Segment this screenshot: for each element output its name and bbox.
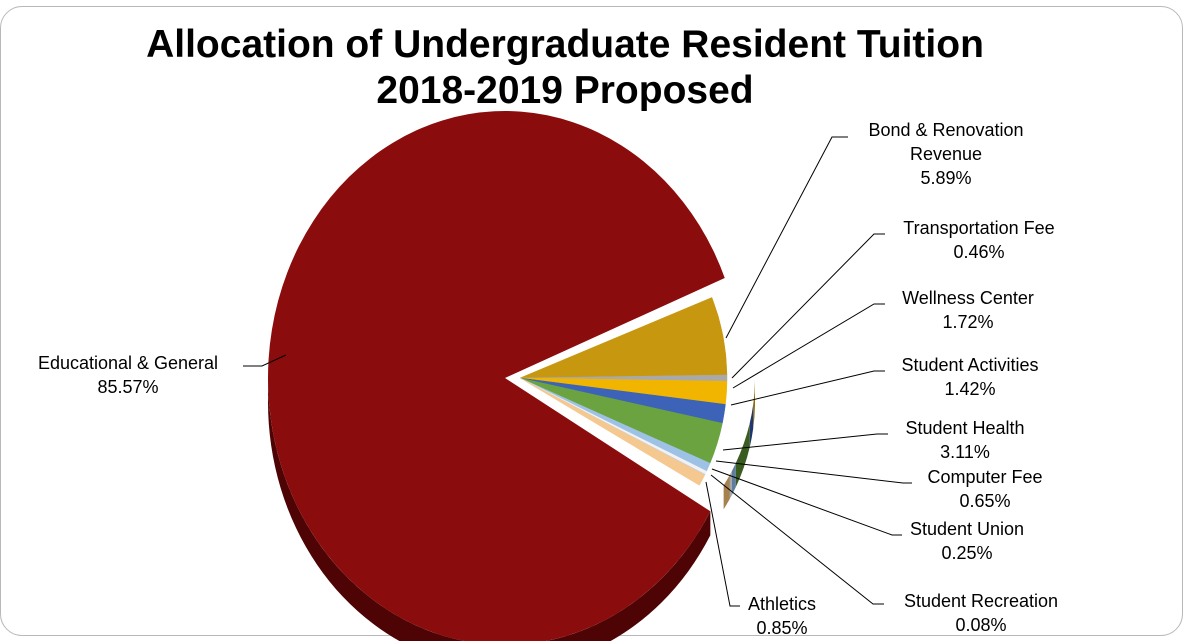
slice-label-student-recreation: Student Recreation 0.08% bbox=[904, 591, 1058, 635]
slice-value-label: 5.89% bbox=[920, 168, 971, 188]
slice-depth-wellness-center bbox=[753, 381, 755, 429]
leader-line-student-union bbox=[711, 468, 902, 536]
slice-label-wellness-center: Wellness Center 1.72% bbox=[902, 288, 1034, 332]
slice-depth-computer-fee bbox=[731, 463, 736, 496]
slice-label-transportation-fee: Transportation Fee 0.46% bbox=[903, 218, 1054, 262]
slice-name-label: Student Activities bbox=[901, 355, 1038, 375]
slice-label-athletics: Athletics 0.85% bbox=[748, 594, 816, 638]
slice-value-label: 0.85% bbox=[756, 618, 807, 638]
pie-depth bbox=[268, 378, 755, 641]
leader-line-transportation-fee bbox=[731, 233, 885, 379]
leader-line-educational-and-general bbox=[243, 354, 287, 367]
slice-name-label: Bond & Renovation bbox=[868, 120, 1023, 140]
leader-line-athletics bbox=[705, 481, 740, 607]
leader-line-bond-and-renovation-revenue bbox=[725, 136, 848, 339]
slice-name-label: Athletics bbox=[748, 594, 816, 614]
leader-line-student-recreation bbox=[710, 474, 884, 605]
slice-name-label: Wellness Center bbox=[902, 288, 1034, 308]
slice-value-label: 0.08% bbox=[955, 615, 1006, 635]
slice-name-label: Student Health bbox=[905, 418, 1024, 438]
chart-title-line-2: 2018-2019 Proposed bbox=[376, 69, 754, 112]
slice-label-student-health: Student Health 3.11% bbox=[905, 418, 1024, 462]
slice-label-computer-fee: Computer Fee 0.65% bbox=[927, 467, 1042, 511]
slice-label-bond-and-renovation-revenue: Bond & Renovation Revenue 5.89% bbox=[868, 120, 1023, 188]
slice-name-label: Student Union bbox=[910, 519, 1024, 539]
leader-line-computer-fee bbox=[715, 460, 912, 484]
slice-athletics bbox=[519, 377, 705, 486]
slice-depth-athletics bbox=[723, 475, 730, 510]
slice-depth-student-recreation bbox=[729, 474, 731, 500]
leader-line-student-health bbox=[722, 433, 888, 451]
slice-label-student-union: Student Union 0.25% bbox=[910, 519, 1024, 563]
slice-name-label: Transportation Fee bbox=[903, 218, 1054, 238]
slice-value-label: 3.11% bbox=[940, 442, 990, 462]
slice-value-label: 0.46% bbox=[953, 242, 1004, 262]
slice-name-label: Educational & General bbox=[38, 353, 218, 373]
slice-label-educational-and-general: Educational & General 85.57% bbox=[38, 353, 218, 397]
slice-depth-student-health bbox=[735, 423, 750, 488]
slice-educational-and-general bbox=[268, 111, 725, 641]
slice-labels: Educational & General 85.57% Bond & Renova… bbox=[38, 120, 1058, 638]
leader-line-student-activities bbox=[730, 370, 885, 406]
leader-line-wellness-center bbox=[732, 303, 885, 389]
slice-label-student-activities: Student Activities 1.42% bbox=[901, 355, 1038, 399]
slice-value-label: 1.42% bbox=[944, 379, 995, 399]
slice-name-label: Student Recreation bbox=[904, 591, 1058, 611]
slice-value-label: 85.57% bbox=[97, 377, 158, 397]
pie-slices bbox=[268, 111, 728, 641]
slice-name-label: Computer Fee bbox=[927, 467, 1042, 487]
slice-value-label: 1.72% bbox=[942, 312, 993, 332]
leader-lines bbox=[243, 136, 912, 607]
slice-value-label: 0.65% bbox=[959, 491, 1010, 511]
chart-title-line-1: Allocation of Undergraduate Resident Tui… bbox=[146, 23, 984, 66]
slice-value-label: 0.25% bbox=[941, 543, 992, 563]
slice-name-label: Revenue bbox=[910, 144, 982, 164]
slice-depth-student-activities bbox=[749, 404, 754, 448]
chart-title: Allocation of Undergraduate Resident Tui… bbox=[0, 22, 1130, 114]
